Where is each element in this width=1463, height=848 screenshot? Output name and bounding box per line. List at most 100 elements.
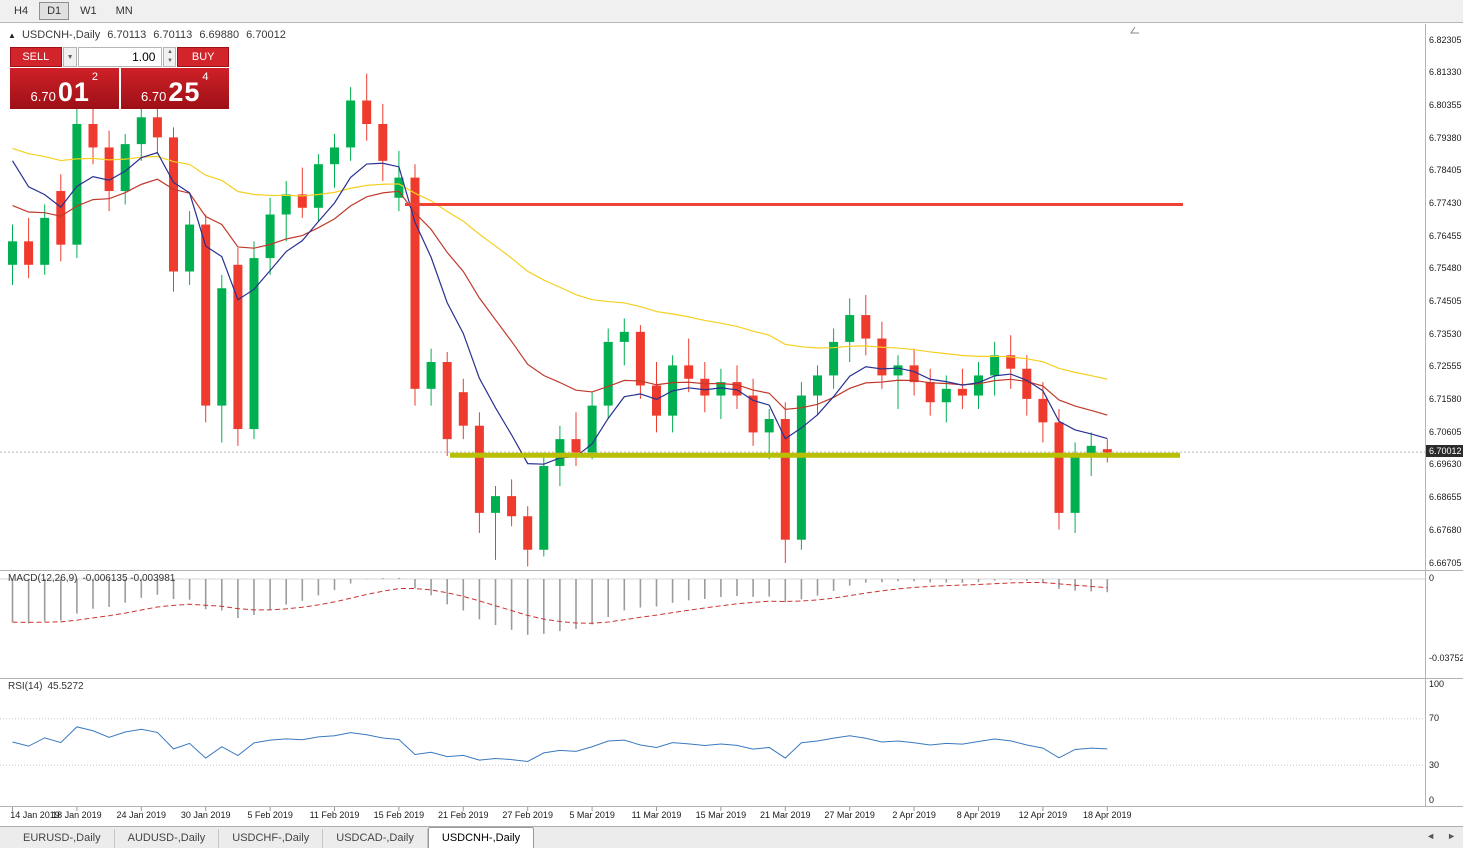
candle-body: [957, 388, 967, 396]
candle-body: [523, 516, 533, 550]
time-axis-label: 15 Feb 2019: [373, 810, 425, 820]
rsi-indicator-label: RSI(14) 45.5272: [8, 681, 89, 692]
chart-expand-icon[interactable]: ▲: [8, 31, 16, 40]
symbol-tab-usdcad[interactable]: USDCAD-,Daily: [323, 829, 428, 848]
timeframe-button-h4[interactable]: H4: [14, 5, 29, 17]
symbol-tab-audusd[interactable]: AUDUSD-,Daily: [115, 829, 220, 848]
candle-body: [233, 264, 243, 430]
candle-body: [120, 144, 130, 192]
macd-axis-min-label: -0.03752: [1429, 652, 1463, 663]
time-axis-label: 21 Feb 2019: [438, 810, 489, 820]
candle-body: [1006, 355, 1016, 369]
candle-body: [56, 191, 66, 245]
time-axis-label: 5 Feb 2019: [247, 810, 293, 820]
time-axis-label: 21 Mar 2019: [760, 810, 811, 820]
price-axis-label: 6.66705: [1429, 557, 1462, 568]
price-axis-label: 6.71580: [1429, 394, 1462, 405]
candle-body: [346, 100, 356, 148]
time-axis-label: 24 Jan 2019: [116, 810, 167, 820]
ma-line-mid: [12, 178, 1108, 416]
chart-shift-marker-icon: [1130, 26, 1139, 34]
buy-price-sup: 4: [202, 71, 209, 83]
price-axis-label: 6.80355: [1429, 99, 1462, 110]
chart-ohlc-header: ▲ USDCNH-,Daily 6.70113 6.70113 6.69880 …: [8, 29, 290, 41]
buy-price-small: 6.70: [141, 88, 167, 104]
sell-price-sup: 2: [91, 71, 98, 83]
candle-body: [974, 375, 983, 396]
spin-down-icon[interactable]: ▼: [166, 58, 173, 64]
time-axis-label: 5 Mar 2019: [569, 810, 615, 820]
candle-body: [619, 331, 629, 342]
candle-body: [72, 123, 82, 245]
candle-body: [104, 147, 114, 192]
sell-button[interactable]: SELL: [10, 47, 62, 67]
symbol-tab-usdchf[interactable]: USDCHF-,Daily: [219, 829, 324, 848]
candle-body: [764, 419, 774, 433]
candle-body: [40, 217, 50, 265]
candle-body: [990, 355, 1000, 376]
volume-spinner[interactable]: ▲ ▼: [163, 47, 177, 67]
time-axis-label: 8 Apr 2019: [956, 810, 1001, 820]
candle-body: [668, 365, 678, 416]
candle-body: [635, 331, 645, 386]
timeframe-button-d1[interactable]: D1: [39, 2, 70, 20]
candle-body: [829, 341, 839, 376]
candle-body: [24, 241, 34, 265]
candle-body: [813, 375, 822, 396]
tab-scroll-left-icon[interactable]: ◄: [1426, 831, 1436, 841]
rsi-axis-label: 0: [1429, 794, 1435, 805]
candle-body: [603, 341, 613, 406]
symbol-tab-usdcnh[interactable]: USDCNH-,Daily: [427, 827, 535, 848]
volume-input[interactable]: [78, 47, 163, 67]
candle-body: [330, 147, 339, 165]
ma-line-fast: [11, 151, 1108, 465]
ma-line-slow: [12, 147, 1108, 380]
sell-price-display[interactable]: 6.70 01 2: [10, 68, 119, 109]
candle-body: [185, 224, 195, 272]
candle-body: [732, 382, 742, 396]
candle-body: [394, 177, 404, 198]
macd-axis-zero-label: 0: [1429, 573, 1435, 583]
time-axis-label: 27 Feb 2019: [502, 810, 553, 820]
macd-values: -0.006135 -0.003981: [82, 573, 176, 584]
rsi-value: 45.5272: [47, 681, 84, 692]
sell-price-small: 6.70: [30, 88, 56, 104]
candle-body: [1022, 368, 1032, 399]
rsi-line: [12, 726, 1108, 762]
timeframe-button-mn[interactable]: MN: [115, 5, 133, 17]
candle-body: [652, 385, 661, 416]
spin-up-icon[interactable]: ▲: [166, 49, 173, 55]
candle-body: [249, 258, 259, 430]
candle-body: [909, 365, 919, 383]
ohlc-open: 6.70113: [107, 29, 147, 41]
volume-dropdown-icon[interactable]: ▼: [62, 47, 78, 67]
candle-body: [539, 465, 549, 550]
tab-scroll-right-icon[interactable]: ►: [1447, 831, 1456, 841]
time-axis-label: 11 Mar 2019: [631, 810, 682, 820]
candle-body: [507, 496, 517, 517]
price-axis-label: 6.79380: [1429, 132, 1462, 143]
timeframe-button-w1[interactable]: W1: [80, 5, 97, 17]
time-axis-label: 11 Feb 2019: [309, 810, 360, 820]
time-axis-label: 27 Mar 2019: [824, 810, 875, 820]
symbol-tab-eurusd[interactable]: EURUSD-,Daily: [10, 829, 115, 848]
candle-body: [925, 382, 935, 403]
candle-body: [297, 194, 307, 208]
buy-price-display[interactable]: 6.70 25 4: [120, 68, 229, 109]
ohlc-high: 6.70113: [153, 29, 193, 41]
buy-button[interactable]: BUY: [177, 47, 229, 67]
candle-body: [426, 362, 436, 389]
candle-body: [1102, 449, 1112, 453]
candle-body: [362, 100, 372, 124]
price-axis-label: 6.72555: [1429, 361, 1462, 372]
candle-body: [217, 288, 227, 406]
candle-body: [410, 177, 420, 389]
time-axis-label: 12 Apr 2019: [1018, 810, 1068, 820]
price-axis-label: 6.69630: [1429, 459, 1462, 470]
tab-scroll-controls: ◄ ►: [1423, 830, 1459, 842]
rsi-axis-label: 100: [1429, 678, 1445, 689]
candle-body: [474, 425, 484, 513]
ohlc-close: 6.70012: [246, 29, 286, 41]
